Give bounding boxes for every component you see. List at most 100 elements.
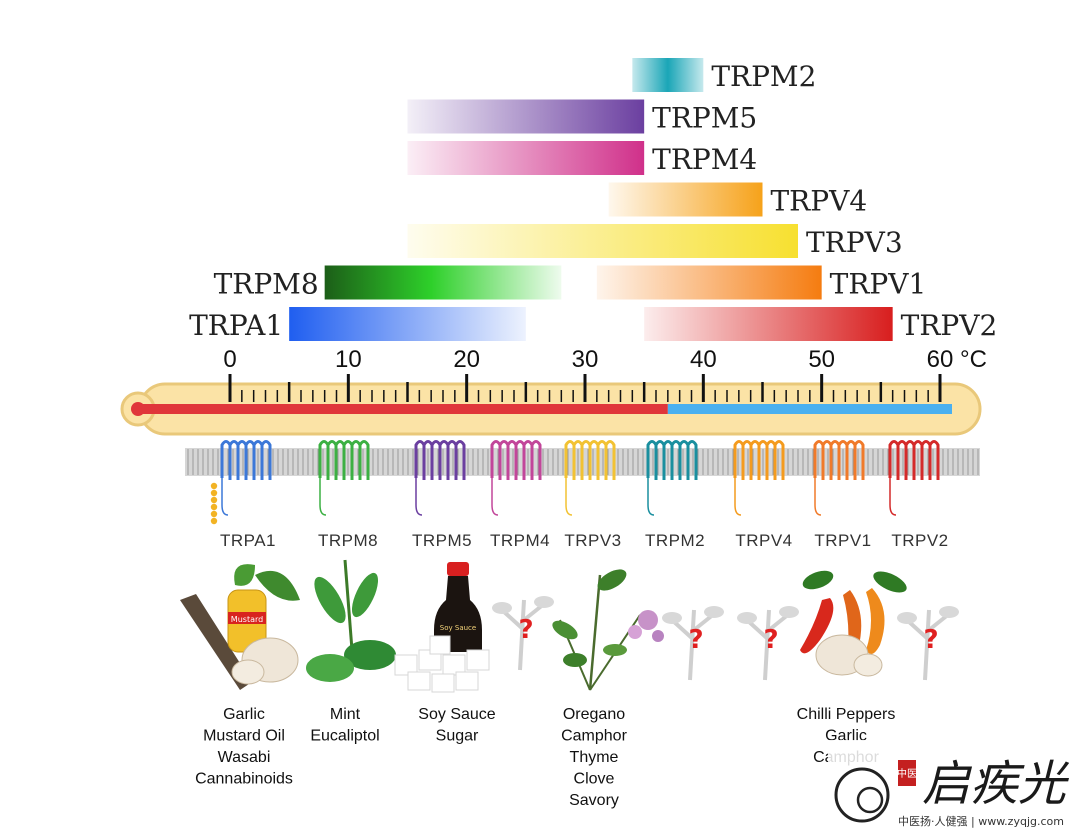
agonist-item: Chilli Peppers: [797, 706, 896, 723]
channel-label-trpv4: TRPV4: [735, 531, 792, 550]
herb-stem: [588, 574, 602, 691]
agonist-list: Oregano Camphor Thyme Clove Savory: [561, 706, 627, 809]
agonist-list: Soy Sauce Sugar: [418, 706, 495, 745]
chili-pepper: [843, 590, 862, 651]
channel-label-trpv2: TRPV2: [891, 531, 948, 550]
bar-trpm2: [632, 58, 704, 92]
watermark-seal-text: 中医: [897, 767, 917, 780]
question-mark-icon: ?: [518, 615, 533, 645]
channel-trpv3: [564, 440, 616, 480]
agonist-list: Garlic Mustard Oil Wasabi Cannabinoids: [195, 706, 293, 788]
channel-tail: [734, 478, 742, 516]
unknown-agonist-placeholder: ?: [897, 606, 959, 681]
mint-leaf: [344, 640, 396, 670]
ankyrin-repeat: [210, 496, 218, 504]
ankyrin-repeat: [210, 503, 218, 511]
chilli-garlic-picture: [800, 570, 907, 677]
agonist-item: Wasabi: [218, 749, 271, 766]
agonist-item: Clove: [574, 771, 615, 788]
channel-tail: [491, 478, 499, 516]
silhouette-leaf: [897, 612, 917, 624]
herb-flower: [652, 630, 664, 642]
channel-trpm4: [490, 440, 542, 480]
silhouette-leaf: [534, 596, 554, 608]
bar-label-trpv3: TRPV3: [806, 226, 903, 259]
bar-label-trpm5: TRPM5: [652, 102, 757, 135]
unit-label: °C: [960, 346, 987, 373]
watermark-swirl-logo: [834, 767, 890, 823]
silhouette-leaf: [939, 606, 959, 618]
silhouette-leaf: [737, 612, 757, 624]
soy-bottle-cap: [447, 562, 469, 576]
bar-trpv3: [407, 224, 798, 258]
mercury-column: [138, 404, 668, 414]
mint-picture: [306, 559, 396, 682]
channel-trpm5: [414, 440, 466, 480]
channel-trpm2: [646, 440, 698, 480]
bar-label-trpa1: TRPA1: [189, 309, 283, 342]
channel-tail: [319, 478, 327, 516]
channel-tail: [415, 478, 423, 516]
herb-leaf: [563, 653, 587, 667]
herb-leaf: [552, 620, 578, 640]
channel-tail: [647, 478, 655, 516]
bar-label-trpv2: TRPV2: [901, 309, 998, 342]
agonist-item: Garlic: [223, 706, 265, 723]
channel-label-trpm4: TRPM4: [490, 531, 550, 550]
channel-label-trpv3: TRPV3: [564, 531, 621, 550]
channel-trpv1: [813, 440, 865, 480]
silhouette-leaf: [492, 602, 512, 614]
garlic-bulb: [231, 659, 265, 685]
thermometer: 0 10 20 30 40 50 60 °C: [120, 346, 987, 436]
silhouette-leaf: [779, 606, 799, 618]
channel-trpm8: [318, 440, 370, 480]
bar-label-trpm2: TRPM2: [711, 60, 816, 93]
mint-leaf: [351, 572, 379, 618]
thermometer-tick-labels: 0 10 20 30 40 50 60: [223, 346, 953, 373]
unknown-agonist-placeholder: ?: [492, 596, 554, 671]
agonist-item: Oregano: [563, 706, 625, 723]
bar-trpm5: [407, 99, 645, 134]
leaf-shape: [255, 570, 300, 601]
chili-leaf: [873, 571, 907, 593]
agonist-item: Camphor: [561, 728, 627, 745]
thermometer-ticks: [228, 374, 942, 402]
mustard-bottle-label: [228, 612, 266, 624]
chili-leaf: [802, 570, 834, 590]
channel-label-trpm8: TRPM8: [318, 531, 378, 550]
question-mark-icon: ?: [763, 625, 778, 655]
channel-tail: [221, 478, 229, 516]
channel-tail: [814, 478, 822, 516]
mustard-label-text: Mustard: [231, 615, 263, 624]
mint-leaf: [314, 576, 346, 624]
ankyrin-repeat: [210, 482, 218, 490]
silhouette-leaf: [704, 606, 724, 618]
watermark-brand: 启疾光: [922, 756, 1070, 812]
agonist-pictures: Mustard Soy Sauce: [180, 559, 959, 693]
unknown-agonist-placeholder: ?: [662, 606, 724, 681]
bar-label-trpv1: TRPV1: [830, 268, 927, 301]
ankyrin-repeat: [210, 510, 218, 518]
channel-label-trpm5: TRPM5: [412, 531, 472, 550]
tick-label: 10: [335, 346, 362, 373]
ankyrin-repeat: [210, 517, 218, 525]
ankyrin-repeat: [210, 489, 218, 497]
trp-channels: [210, 440, 940, 525]
channel-trpa1: [220, 440, 272, 480]
soy-label-text: Soy Sauce: [440, 624, 476, 632]
sugar-cubes: [394, 635, 490, 693]
agonist-item: Eucaliptol: [310, 728, 379, 745]
channel-tail: [565, 478, 573, 516]
chili-pepper: [800, 598, 834, 654]
channel-label-trpa1: TRPA1: [220, 531, 276, 550]
watermark-seal: [898, 760, 916, 786]
agonist-lists: Garlic Mustard Oil Wasabi Cannabinoids Mint E…: [195, 706, 895, 809]
bar-label-trpm4: TRPM4: [652, 143, 757, 176]
tick-label: 50: [808, 346, 835, 373]
herb-leaf: [597, 569, 627, 591]
temperature-range-bars: TRPM2 TRPM5 TRPM4 TRPV4 TRPV3 TRPM8 TRPV1 TRPA1…: [189, 58, 997, 342]
agonist-list: Mint Eucaliptol: [310, 706, 379, 745]
watermark-swirl-logo: [856, 786, 884, 814]
bar-label-trpm8: TRPM8: [214, 268, 319, 301]
